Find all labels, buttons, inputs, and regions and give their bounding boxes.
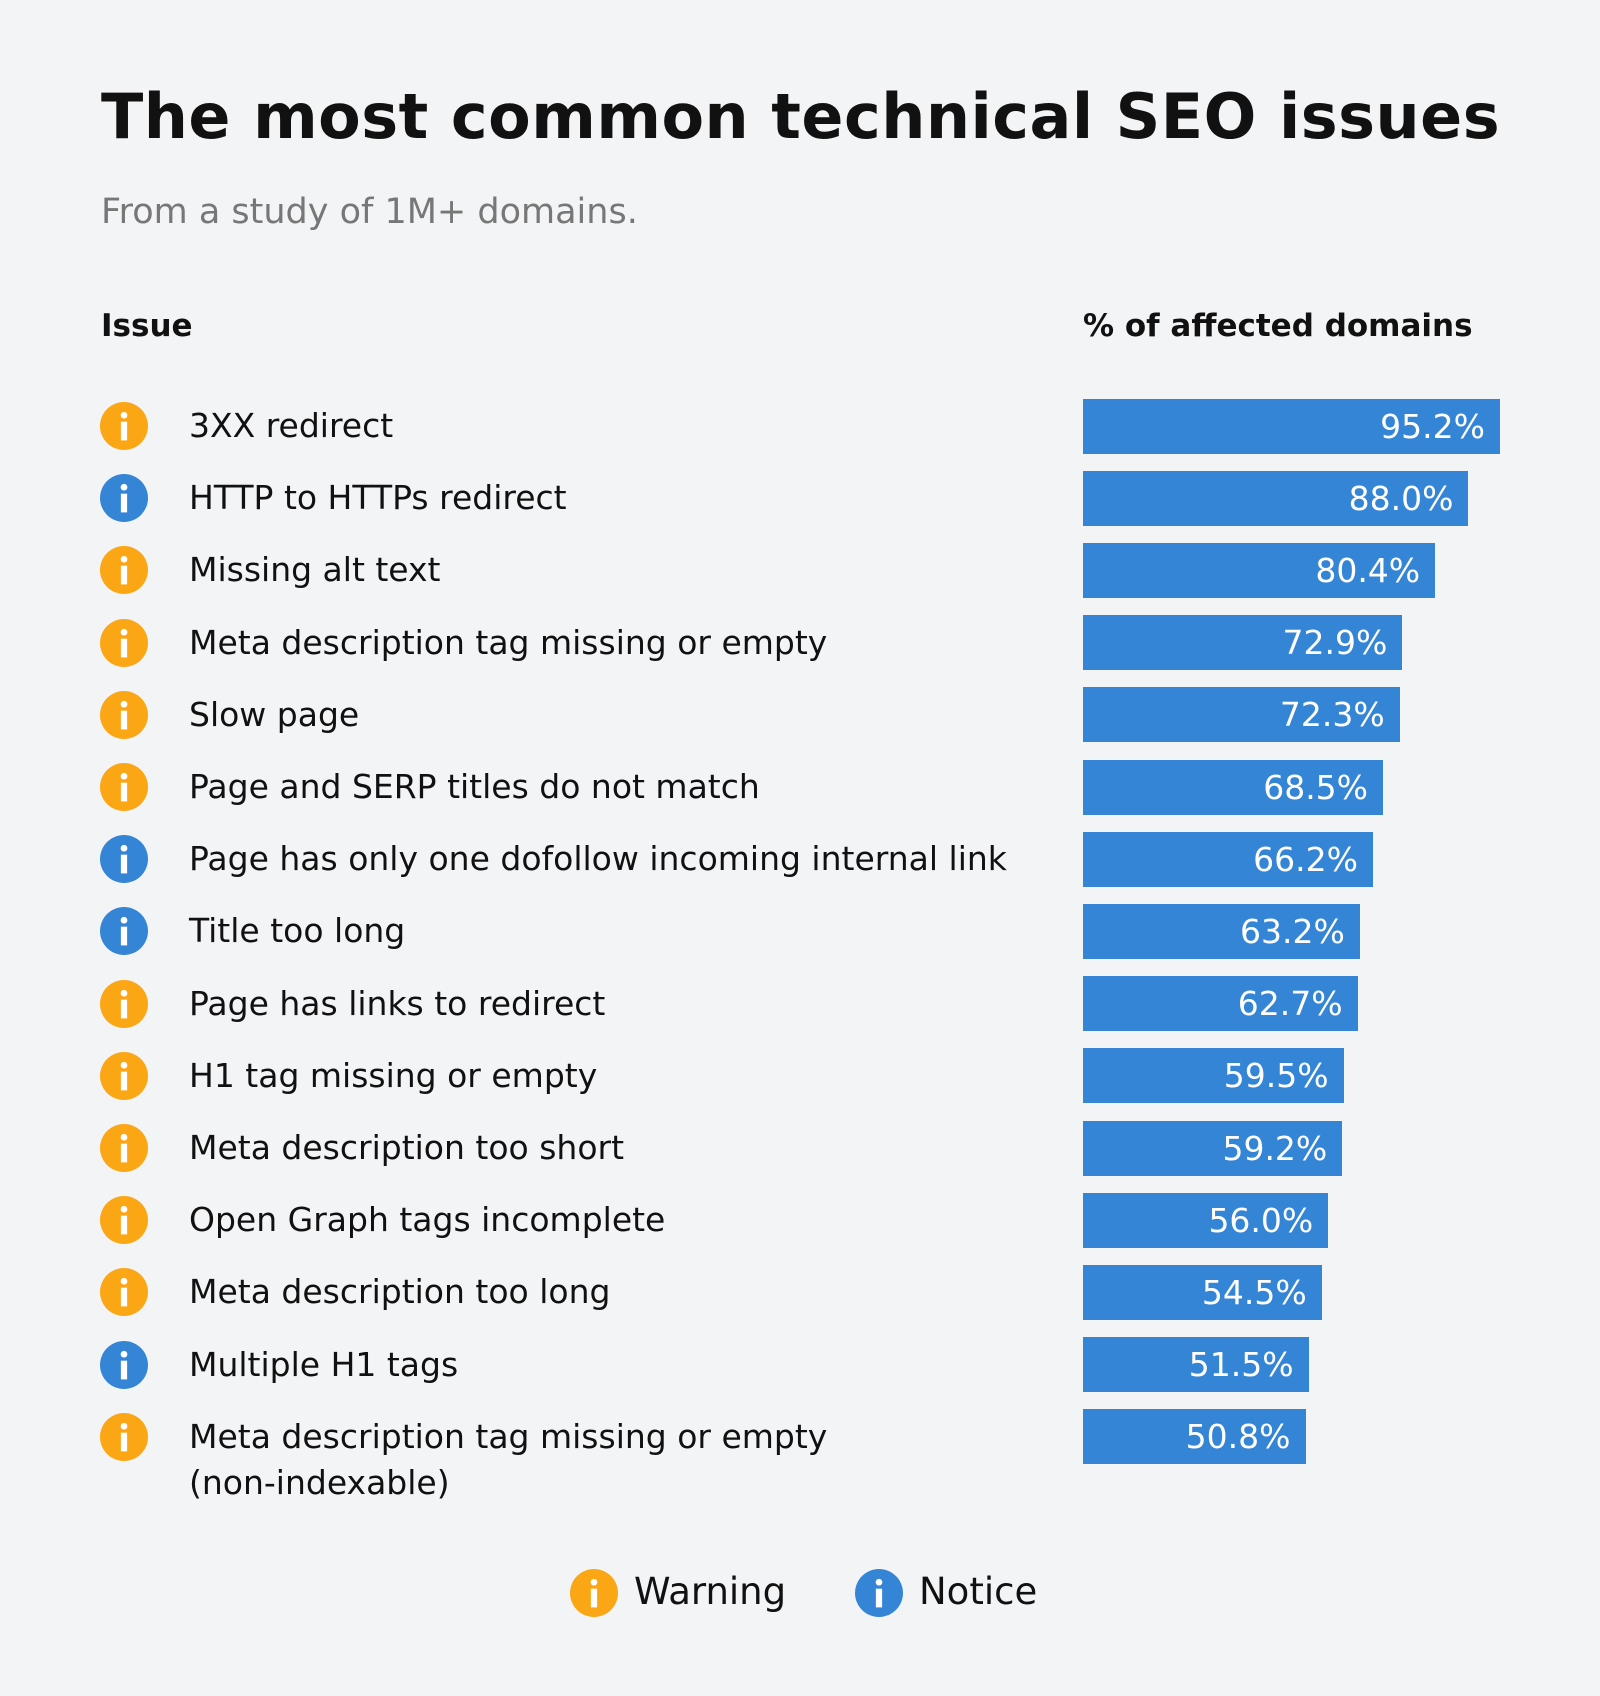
bar <box>1083 1120 1343 1176</box>
chart-subtitle: From a study of 1M+ domains. <box>101 192 638 232</box>
value-header: % of affected domains <box>1083 308 1473 344</box>
value-label: 59.5% <box>1223 1056 1329 1096</box>
bar <box>1083 615 1403 671</box>
category-label: Meta description tag missing or empty (n… <box>189 1416 828 1502</box>
value-label: 63.2% <box>1239 911 1345 951</box>
type-icon <box>100 1340 148 1389</box>
value-label: 88.0% <box>1348 478 1454 518</box>
category-header: Issue <box>101 308 193 344</box>
legend-label: Notice <box>919 1570 1038 1613</box>
value-label: 95.2% <box>1380 406 1485 446</box>
category-label: Meta description tag missing or empty <box>189 622 828 662</box>
category-label: Page and SERP titles do not match <box>189 767 760 806</box>
category-label: HTTP to HTTPs redirect <box>189 478 567 518</box>
category-label: 3XX redirect <box>189 406 394 445</box>
legend-label: Warning <box>634 1570 787 1613</box>
value-label: 66.2% <box>1253 839 1358 879</box>
bar <box>1083 398 1500 454</box>
value-label: 56.0% <box>1208 1200 1314 1240</box>
type-icon <box>100 1268 148 1317</box>
value-label: 72.9% <box>1282 623 1388 663</box>
bar <box>1083 759 1384 815</box>
bar <box>1083 831 1373 887</box>
chart-title: The most common technical SEO issues <box>101 80 1501 153</box>
type-icon <box>570 1569 618 1617</box>
category-label: Multiple H1 tags <box>189 1344 459 1384</box>
value-label: 72.3% <box>1279 695 1385 735</box>
type-icon <box>100 835 148 884</box>
bar <box>1083 1337 1309 1393</box>
type-icon <box>100 1124 148 1172</box>
value-label: 51.5% <box>1188 1345 1294 1385</box>
type-icon <box>100 763 148 811</box>
type-icon <box>855 1569 903 1617</box>
value-label: 62.7% <box>1237 984 1343 1024</box>
bar <box>1083 976 1358 1032</box>
type-icon <box>100 907 148 956</box>
bar <box>1083 903 1360 959</box>
type-icon <box>100 1196 148 1245</box>
category-label: Missing alt text <box>189 550 441 590</box>
value-label: 50.8% <box>1185 1417 1291 1457</box>
value-label: 54.5% <box>1201 1272 1307 1312</box>
bar <box>1083 470 1469 526</box>
value-label: 59.2% <box>1222 1128 1328 1168</box>
category-label: Open Graph tags incomplete <box>189 1200 666 1240</box>
category-label: H1 tag missing or empty <box>189 1055 598 1095</box>
value-label: 68.5% <box>1263 767 1369 807</box>
type-icon <box>100 690 148 739</box>
type-icon <box>100 402 148 450</box>
type-icon <box>100 1412 148 1461</box>
category-label: Slow page <box>189 694 360 734</box>
category-label: Meta description too short <box>189 1128 625 1167</box>
bar <box>1083 1409 1306 1465</box>
category-label: Page has only one dofollow incoming inte… <box>189 839 1007 879</box>
bar <box>1083 1048 1344 1104</box>
category-label: Page has links to redirect <box>189 983 606 1023</box>
type-icon <box>100 474 148 523</box>
type-icon <box>100 1051 148 1100</box>
bar <box>1083 1264 1322 1320</box>
type-icon <box>100 618 148 667</box>
type-icon <box>100 979 148 1028</box>
category-label: Title too long <box>189 911 406 951</box>
bar <box>1083 1192 1329 1248</box>
bar <box>1083 542 1436 598</box>
type-icon <box>100 546 148 595</box>
bar <box>1083 687 1400 743</box>
value-label: 80.4% <box>1315 550 1421 590</box>
category-label: Meta description too long <box>189 1272 611 1312</box>
